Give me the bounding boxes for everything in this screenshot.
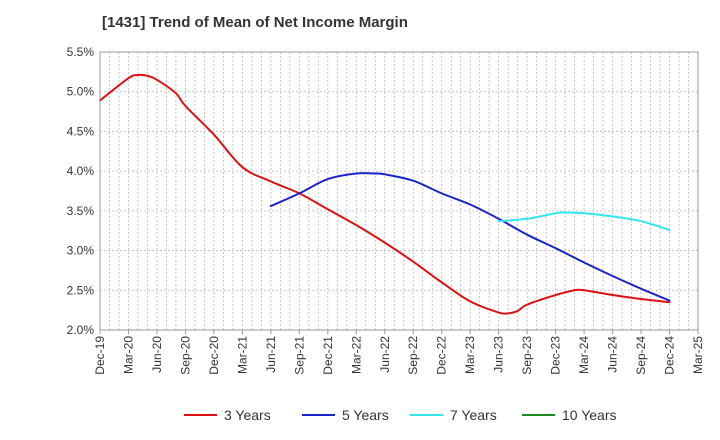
x-tick-label: Mar-24 bbox=[577, 336, 591, 374]
x-tick-label: Mar-21 bbox=[235, 336, 249, 374]
x-tick-label: Jun-24 bbox=[606, 336, 620, 373]
grid-layer bbox=[100, 52, 698, 330]
y-tick-label: 5.0% bbox=[67, 85, 95, 99]
y-tick-label: 3.5% bbox=[67, 204, 95, 218]
y-tick-label: 4.0% bbox=[67, 164, 95, 178]
y-tick-label: 5.5% bbox=[67, 45, 95, 59]
y-tick-label: 4.5% bbox=[67, 124, 95, 138]
y-tick-label: 2.0% bbox=[67, 323, 95, 337]
x-tick-label: Mar-23 bbox=[463, 336, 477, 374]
axis-layer: 2.0% 2.5% 3.0% 3.5% 4.0% 4.5% 5.0% 5.5% Dec-19 Ma… bbox=[67, 45, 705, 375]
x-tick-label: Jun-23 bbox=[492, 336, 506, 373]
x-tick-label: Dec-20 bbox=[207, 336, 221, 375]
y-tick-label: 2.5% bbox=[67, 283, 95, 297]
legend-label-10-years: 10 Years bbox=[562, 407, 617, 423]
x-tick-label: Dec-24 bbox=[663, 336, 677, 375]
chart-title: [1431] Trend of Mean of Net Income Margi… bbox=[102, 14, 408, 31]
x-tick-label: Sep-20 bbox=[178, 336, 192, 375]
x-tick-label: Sep-21 bbox=[292, 336, 306, 375]
x-tick-label: Sep-23 bbox=[520, 336, 534, 375]
x-tick-label: Dec-23 bbox=[549, 336, 563, 375]
series-line-7-years bbox=[497, 211, 671, 231]
legend-label-3-years: 3 Years bbox=[224, 407, 271, 423]
plot-frame bbox=[99, 51, 699, 331]
series-layer bbox=[99, 73, 671, 315]
x-tick-label: Dec-21 bbox=[321, 336, 335, 375]
series-line-3-years bbox=[99, 73, 671, 315]
x-tick-label: Jun-22 bbox=[378, 336, 392, 373]
x-tick-label: Dec-19 bbox=[93, 336, 107, 375]
legend: 3 Years 5 Years 7 Years 10 Years bbox=[184, 407, 617, 423]
series-line-5-years bbox=[269, 172, 671, 302]
x-tick-label: Mar-25 bbox=[691, 336, 705, 374]
x-tick-label: Sep-22 bbox=[406, 336, 420, 375]
x-tick-label: Dec-22 bbox=[435, 336, 449, 375]
y-tick-label: 3.0% bbox=[67, 244, 95, 258]
x-tick-label: Jun-20 bbox=[150, 336, 164, 373]
legend-label-7-years: 7 Years bbox=[450, 407, 497, 423]
legend-label-5-years: 5 Years bbox=[342, 407, 389, 423]
x-tick-label: Mar-20 bbox=[121, 336, 135, 374]
x-tick-label: Sep-24 bbox=[634, 336, 648, 375]
x-tick-label: Mar-22 bbox=[349, 336, 363, 374]
x-tick-label: Jun-21 bbox=[264, 336, 278, 373]
